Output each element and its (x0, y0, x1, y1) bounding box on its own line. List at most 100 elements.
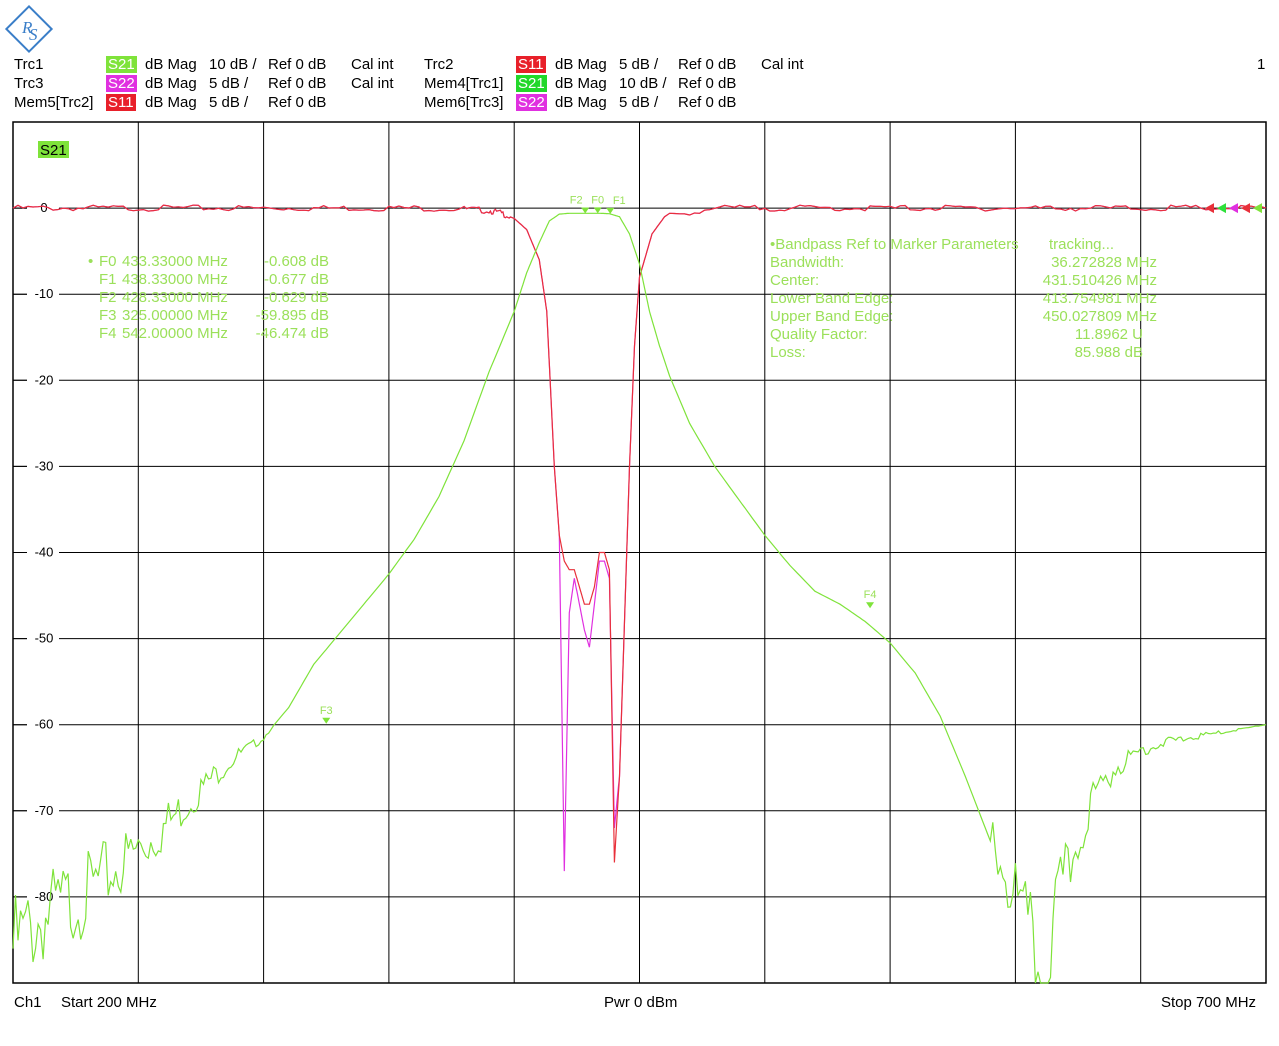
mem6-param: S22 (516, 94, 547, 111)
trc3-scale[interactable]: 5 dB / (209, 75, 249, 92)
trc3-cal: Cal int (351, 75, 394, 92)
trc2-param-badge[interactable]: S11 (516, 55, 546, 74)
mem4-scale[interactable]: 10 dB / (619, 75, 667, 92)
marker-info-name: F2 (99, 289, 117, 306)
trc1-format[interactable]: dB Mag (145, 56, 197, 73)
bandpass-row-value: 85.988 dB (1075, 344, 1143, 361)
marker-f4-symbol[interactable] (866, 602, 875, 609)
trc1-scale[interactable]: 10 dB / (209, 56, 257, 73)
trc3-param-badge[interactable]: S22 (106, 74, 137, 93)
ytick-label: -10 (35, 286, 54, 301)
ref-level-arrow (1229, 203, 1238, 214)
marker-f3-tag: F3 (320, 705, 333, 717)
marker-f2-tag: F2 (570, 195, 583, 207)
marker-f2-symbol[interactable] (581, 207, 590, 214)
marker-info-value: -0.677 dB (264, 271, 329, 288)
mem6-name[interactable]: Mem6[Trc3] (424, 94, 504, 111)
active-trace-label: S21 (40, 142, 67, 159)
marker-f1-symbol[interactable] (606, 207, 615, 214)
bandpass-row-label: Lower Band Edge: (770, 290, 893, 307)
bandpass-row-label: Upper Band Edge: (770, 308, 893, 325)
ref-level-arrow (1241, 203, 1250, 214)
mem6-ref[interactable]: Ref 0 dB (678, 94, 737, 111)
start-frequency[interactable]: Start 200 MHz (61, 994, 157, 1011)
trc3-ref[interactable]: Ref 0 dB (268, 75, 327, 92)
ytick-label: -50 (35, 631, 54, 646)
marker-f4-tag: F4 (864, 589, 877, 601)
ytick-label-bg (27, 716, 59, 731)
trc1-ref[interactable]: Ref 0 dB (268, 56, 327, 73)
marker-active-dot: • (88, 253, 93, 270)
mem6-scale[interactable]: 5 dB / (619, 94, 659, 111)
bandpass-row-value: 36.272828 MHz (1051, 254, 1157, 271)
trc3-param: S22 (106, 75, 137, 92)
ref-level-arrow (1205, 203, 1214, 214)
ytick-label-bg (27, 544, 59, 559)
mem5-scale[interactable]: 5 dB / (209, 94, 249, 111)
mem5-ref[interactable]: Ref 0 dB (268, 94, 327, 111)
trc2-ref[interactable]: Ref 0 dB (678, 56, 737, 73)
mem5-name[interactable]: Mem5[Trc2] (14, 94, 94, 111)
ytick-label: -70 (35, 803, 54, 818)
ytick-label: -20 (35, 372, 54, 387)
trc1-param-badge[interactable]: S21 (106, 55, 137, 74)
svg-text:R: R (21, 18, 33, 37)
bandpass-row-label: Bandwidth: (770, 254, 844, 271)
marker-f0-tag: F0 (591, 194, 604, 206)
marker-info-name: F0 (99, 253, 117, 270)
bandpass-row-value: 413.754981 MHz (1043, 290, 1157, 307)
marker-info-name: F3 (99, 307, 117, 324)
mem4-format[interactable]: dB Mag (555, 75, 607, 92)
ytick-label-bg (27, 802, 59, 817)
ref-level-arrow (1253, 203, 1262, 214)
marker-info-value: -46.474 dB (256, 325, 329, 342)
trc2-format[interactable]: dB Mag (555, 56, 607, 73)
trace-s11[interactable] (12, 204, 1267, 863)
mem4-ref[interactable]: Ref 0 dB (678, 75, 737, 92)
marker-info-frequency: 433.33000 MHz (122, 253, 228, 270)
bandpass-title: •Bandpass Ref to Marker Parameters (770, 236, 1019, 253)
trace-s21[interactable] (12, 212, 1267, 984)
bandpass-row-label: Center: (770, 272, 819, 289)
ref-level-arrow (1217, 203, 1226, 214)
marker-info-frequency: 438.33000 MHz (122, 271, 228, 288)
mem5-param-badge[interactable]: S11 (106, 93, 136, 112)
trc2-name[interactable]: Trc2 (424, 56, 454, 73)
bandpass-row-value: 450.027809 MHz (1043, 308, 1157, 325)
mem4-name[interactable]: Mem4[Trc1] (424, 75, 504, 92)
mem4-param: S21 (516, 75, 547, 92)
marker-info-value: -0.629 dB (264, 289, 329, 306)
trc2-cal: Cal int (761, 56, 804, 73)
marker-f0-symbol[interactable] (593, 207, 602, 214)
source-power[interactable]: Pwr 0 dBm (604, 994, 678, 1011)
bandpass-row-label: Loss: (770, 344, 806, 361)
trc1-param: S21 (106, 56, 137, 73)
trc3-format[interactable]: dB Mag (145, 75, 197, 92)
mem6-param-badge[interactable]: S22 (516, 93, 547, 112)
window-number: 1 (1257, 56, 1266, 73)
marker-info-frequency: 325.00000 MHz (122, 307, 228, 324)
marker-f3-symbol[interactable] (322, 717, 331, 724)
trc3-name[interactable]: Trc3 (14, 75, 44, 92)
trc1-name[interactable]: Trc1 (14, 56, 44, 73)
stop-frequency[interactable]: Stop 700 MHz (1161, 994, 1257, 1011)
ytick-label-bg (27, 286, 59, 301)
marker-info-value: -59.895 dB (256, 307, 329, 324)
ytick-label: -30 (35, 458, 54, 473)
marker-info-value: -0.608 dB (264, 253, 329, 270)
mem6-format[interactable]: dB Mag (555, 94, 607, 111)
mem4-param-badge[interactable]: S21 (516, 74, 547, 93)
bandpass-row-value: 431.510426 MHz (1043, 272, 1157, 289)
ytick-label-bg (27, 630, 59, 645)
bandpass-row-value: 11.8962 U (1075, 326, 1143, 343)
active-trace-badge[interactable] (38, 141, 69, 158)
ytick-label-bg (27, 372, 59, 387)
marker-f1-tag: F1 (613, 195, 626, 207)
mem5-format[interactable]: dB Mag (145, 94, 197, 111)
trc2-scale[interactable]: 5 dB / (619, 56, 659, 73)
trc1-cal: Cal int (351, 56, 394, 73)
channel-label[interactable]: Ch1 (14, 994, 42, 1011)
rohde-schwarz-logo: R S (4, 4, 54, 54)
ytick-label-bg (27, 458, 59, 473)
